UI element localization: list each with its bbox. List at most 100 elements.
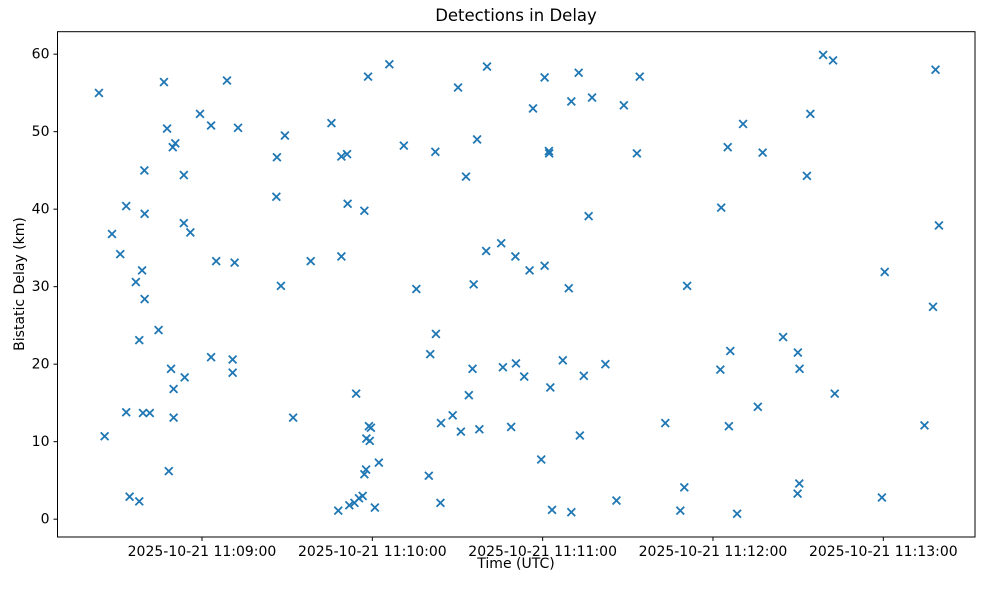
data-point-marker — [732, 509, 742, 519]
data-point-marker — [566, 96, 576, 106]
data-point-marker — [461, 172, 471, 182]
data-point-marker — [793, 489, 803, 499]
data-point-marker — [725, 346, 735, 356]
data-point-marker — [928, 302, 938, 312]
data-point-marker — [425, 349, 435, 359]
data-point-marker — [228, 368, 238, 378]
data-point-marker — [536, 454, 546, 465]
y-tick-label: 30 — [32, 279, 50, 295]
data-point-marker — [632, 148, 642, 158]
data-point-marker — [574, 68, 584, 78]
data-point-marker — [611, 496, 621, 506]
data-point-marker — [211, 256, 221, 266]
data-point-marker — [453, 82, 463, 93]
data-point-marker — [179, 170, 189, 180]
data-point-marker — [818, 50, 828, 60]
data-point-marker — [723, 142, 733, 152]
data-point-marker — [288, 413, 298, 423]
data-point-marker — [140, 209, 150, 219]
data-point-marker — [587, 93, 597, 103]
data-point-marker — [363, 72, 373, 82]
data-point-marker — [115, 249, 125, 259]
x-tick-label: 2025-10-21 11:10:00 — [298, 544, 447, 560]
data-point-marker — [525, 265, 535, 275]
data-point-marker — [519, 372, 529, 382]
data-point-marker — [222, 75, 232, 86]
data-point-marker — [448, 410, 458, 420]
data-point-marker — [134, 335, 144, 345]
data-point-marker — [359, 206, 369, 216]
data-point-marker — [805, 109, 815, 119]
data-point-marker — [794, 478, 804, 489]
data-point-marker — [134, 496, 144, 506]
data-point-marker — [370, 503, 380, 513]
data-point-marker — [435, 498, 445, 508]
data-point-marker — [228, 354, 238, 365]
data-point-marker — [374, 458, 384, 468]
data-point-marker — [384, 59, 394, 69]
x-tick-label: 2025-10-21 11:13:00 — [809, 544, 958, 560]
data-point-marker — [464, 390, 474, 400]
data-point-marker — [107, 229, 117, 239]
data-point-marker — [584, 211, 594, 221]
data-point-marker — [180, 372, 190, 382]
data-point-marker — [164, 466, 174, 476]
y-tick-label: 50 — [32, 124, 50, 140]
data-point-marker — [544, 146, 554, 156]
data-point-marker — [349, 498, 359, 508]
data-point-marker — [162, 124, 172, 134]
data-point-marker — [660, 418, 670, 428]
data-point-marker — [411, 284, 421, 294]
data-point-marker — [778, 332, 788, 342]
data-point-marker — [137, 265, 147, 275]
data-point-marker — [121, 407, 131, 417]
data-point-marker — [564, 283, 574, 293]
data-point-marker — [344, 500, 354, 510]
data-point-marker — [100, 431, 110, 441]
data-point-marker — [510, 251, 520, 261]
data-point-marker — [738, 119, 748, 129]
data-point-marker — [140, 294, 150, 304]
data-point-marker — [877, 492, 887, 503]
x-tick-label: 2025-10-21 11:09:00 — [128, 544, 277, 560]
data-point-marker — [343, 199, 353, 209]
data-point-marker — [230, 258, 240, 268]
data-point-marker — [545, 382, 555, 392]
data-point-marker — [469, 279, 479, 289]
data-point-marker — [880, 267, 890, 277]
data-point-marker — [619, 100, 629, 110]
data-point-marker — [336, 151, 346, 162]
data-point-marker — [326, 118, 336, 128]
data-point-marker — [830, 389, 840, 399]
data-point-marker — [540, 261, 550, 271]
data-point-marker — [365, 436, 375, 446]
data-point-marker — [139, 165, 149, 175]
plot-border — [57, 31, 976, 538]
data-point-marker — [169, 413, 179, 423]
data-point-marker — [496, 238, 506, 248]
data-point-marker — [511, 358, 521, 368]
data-point-marker — [679, 482, 689, 492]
y-tick-label: 40 — [32, 202, 50, 218]
data-point-marker — [436, 418, 446, 428]
data-point-marker — [431, 329, 441, 339]
data-point-marker — [233, 123, 243, 133]
y-tick-label: 60 — [32, 47, 50, 63]
data-point-marker — [206, 120, 216, 131]
data-point-marker — [272, 152, 282, 162]
data-point-marker — [359, 469, 369, 479]
chart-title: Detections in Delay — [435, 6, 597, 25]
data-point-marker — [276, 281, 286, 291]
data-point-marker — [675, 506, 685, 516]
data-point-marker — [333, 506, 343, 516]
y-tick-label: 10 — [32, 434, 50, 450]
data-point-marker — [934, 220, 944, 230]
y-tick-label: 20 — [32, 357, 50, 373]
data-point-marker — [919, 420, 930, 430]
data-point-marker — [931, 65, 941, 75]
data-point-marker — [506, 422, 516, 432]
data-point-marker — [544, 148, 554, 158]
data-point-marker — [498, 362, 508, 372]
